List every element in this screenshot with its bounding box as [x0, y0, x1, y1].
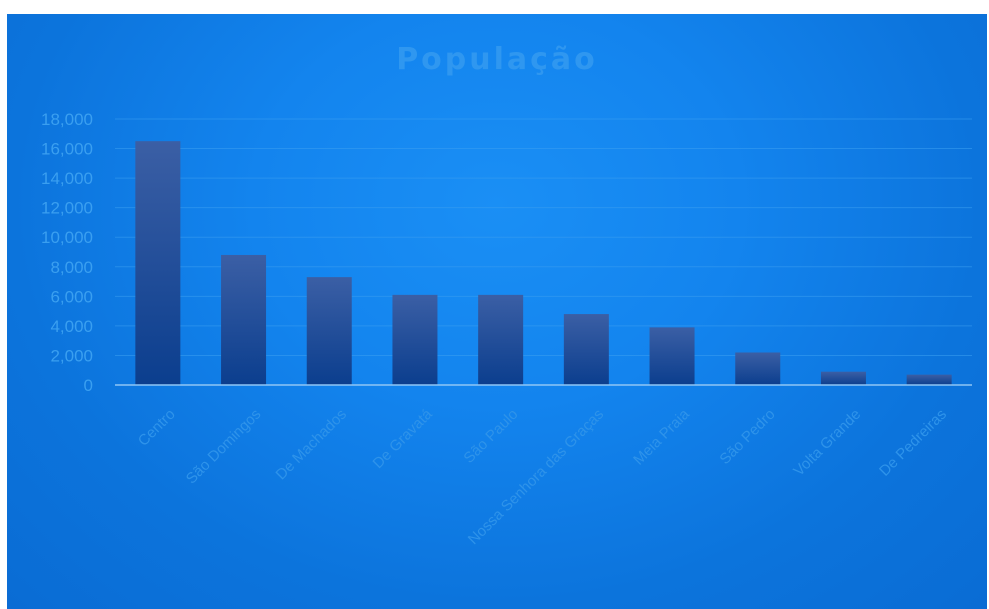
bar — [906, 374, 952, 385]
y-tick-label: 10,000 — [41, 228, 93, 247]
x-category-label: De Machados — [273, 406, 350, 483]
chart-area: População 0 2,000 4,000 6,000 8,000 10,000 12,… — [7, 14, 987, 609]
x-category-label: De Gravatá — [370, 405, 437, 472]
x-category-label: Nossa Senhora das Graças — [465, 406, 607, 548]
bar — [649, 327, 695, 385]
bar — [221, 254, 267, 385]
bar — [135, 141, 181, 385]
x-category-label: São Pedro — [716, 406, 778, 468]
y-tick-label: 14,000 — [41, 169, 93, 188]
x-category-label: Meia Praia — [630, 405, 693, 468]
y-tick-label: 6,000 — [50, 287, 93, 306]
y-tick-label: 2,000 — [50, 346, 93, 365]
bar — [392, 294, 438, 385]
y-tick-label: 0 — [84, 376, 93, 395]
x-category-label: São Paulo — [461, 406, 522, 467]
bar — [306, 277, 352, 385]
y-tick-label: 18,000 — [41, 110, 93, 129]
x-category-label: De Pedreiras — [876, 406, 950, 480]
bar — [563, 314, 609, 385]
x-category-label: Centro — [135, 406, 179, 450]
x-category-label: São Domingos — [183, 406, 265, 488]
x-category-label: Volta Grande — [790, 406, 864, 480]
bar — [478, 294, 524, 385]
x-axis-labels: Centro São Domingos De Machados De Gravatá S… — [135, 405, 950, 548]
y-axis-ticks: 0 2,000 4,000 6,000 8,000 10,000 12,000 14,000 1… — [41, 110, 93, 395]
plot-area: 0 2,000 4,000 6,000 8,000 10,000 12,000 14,000 1… — [41, 110, 972, 548]
bar — [820, 371, 866, 385]
y-tick-label: 8,000 — [50, 258, 93, 277]
y-tick-label: 16,000 — [41, 140, 93, 159]
chart-title: População — [396, 42, 598, 77]
y-tick-label: 12,000 — [41, 199, 93, 218]
y-tick-label: 4,000 — [50, 317, 93, 336]
bars — [135, 141, 952, 385]
bar — [735, 352, 781, 385]
